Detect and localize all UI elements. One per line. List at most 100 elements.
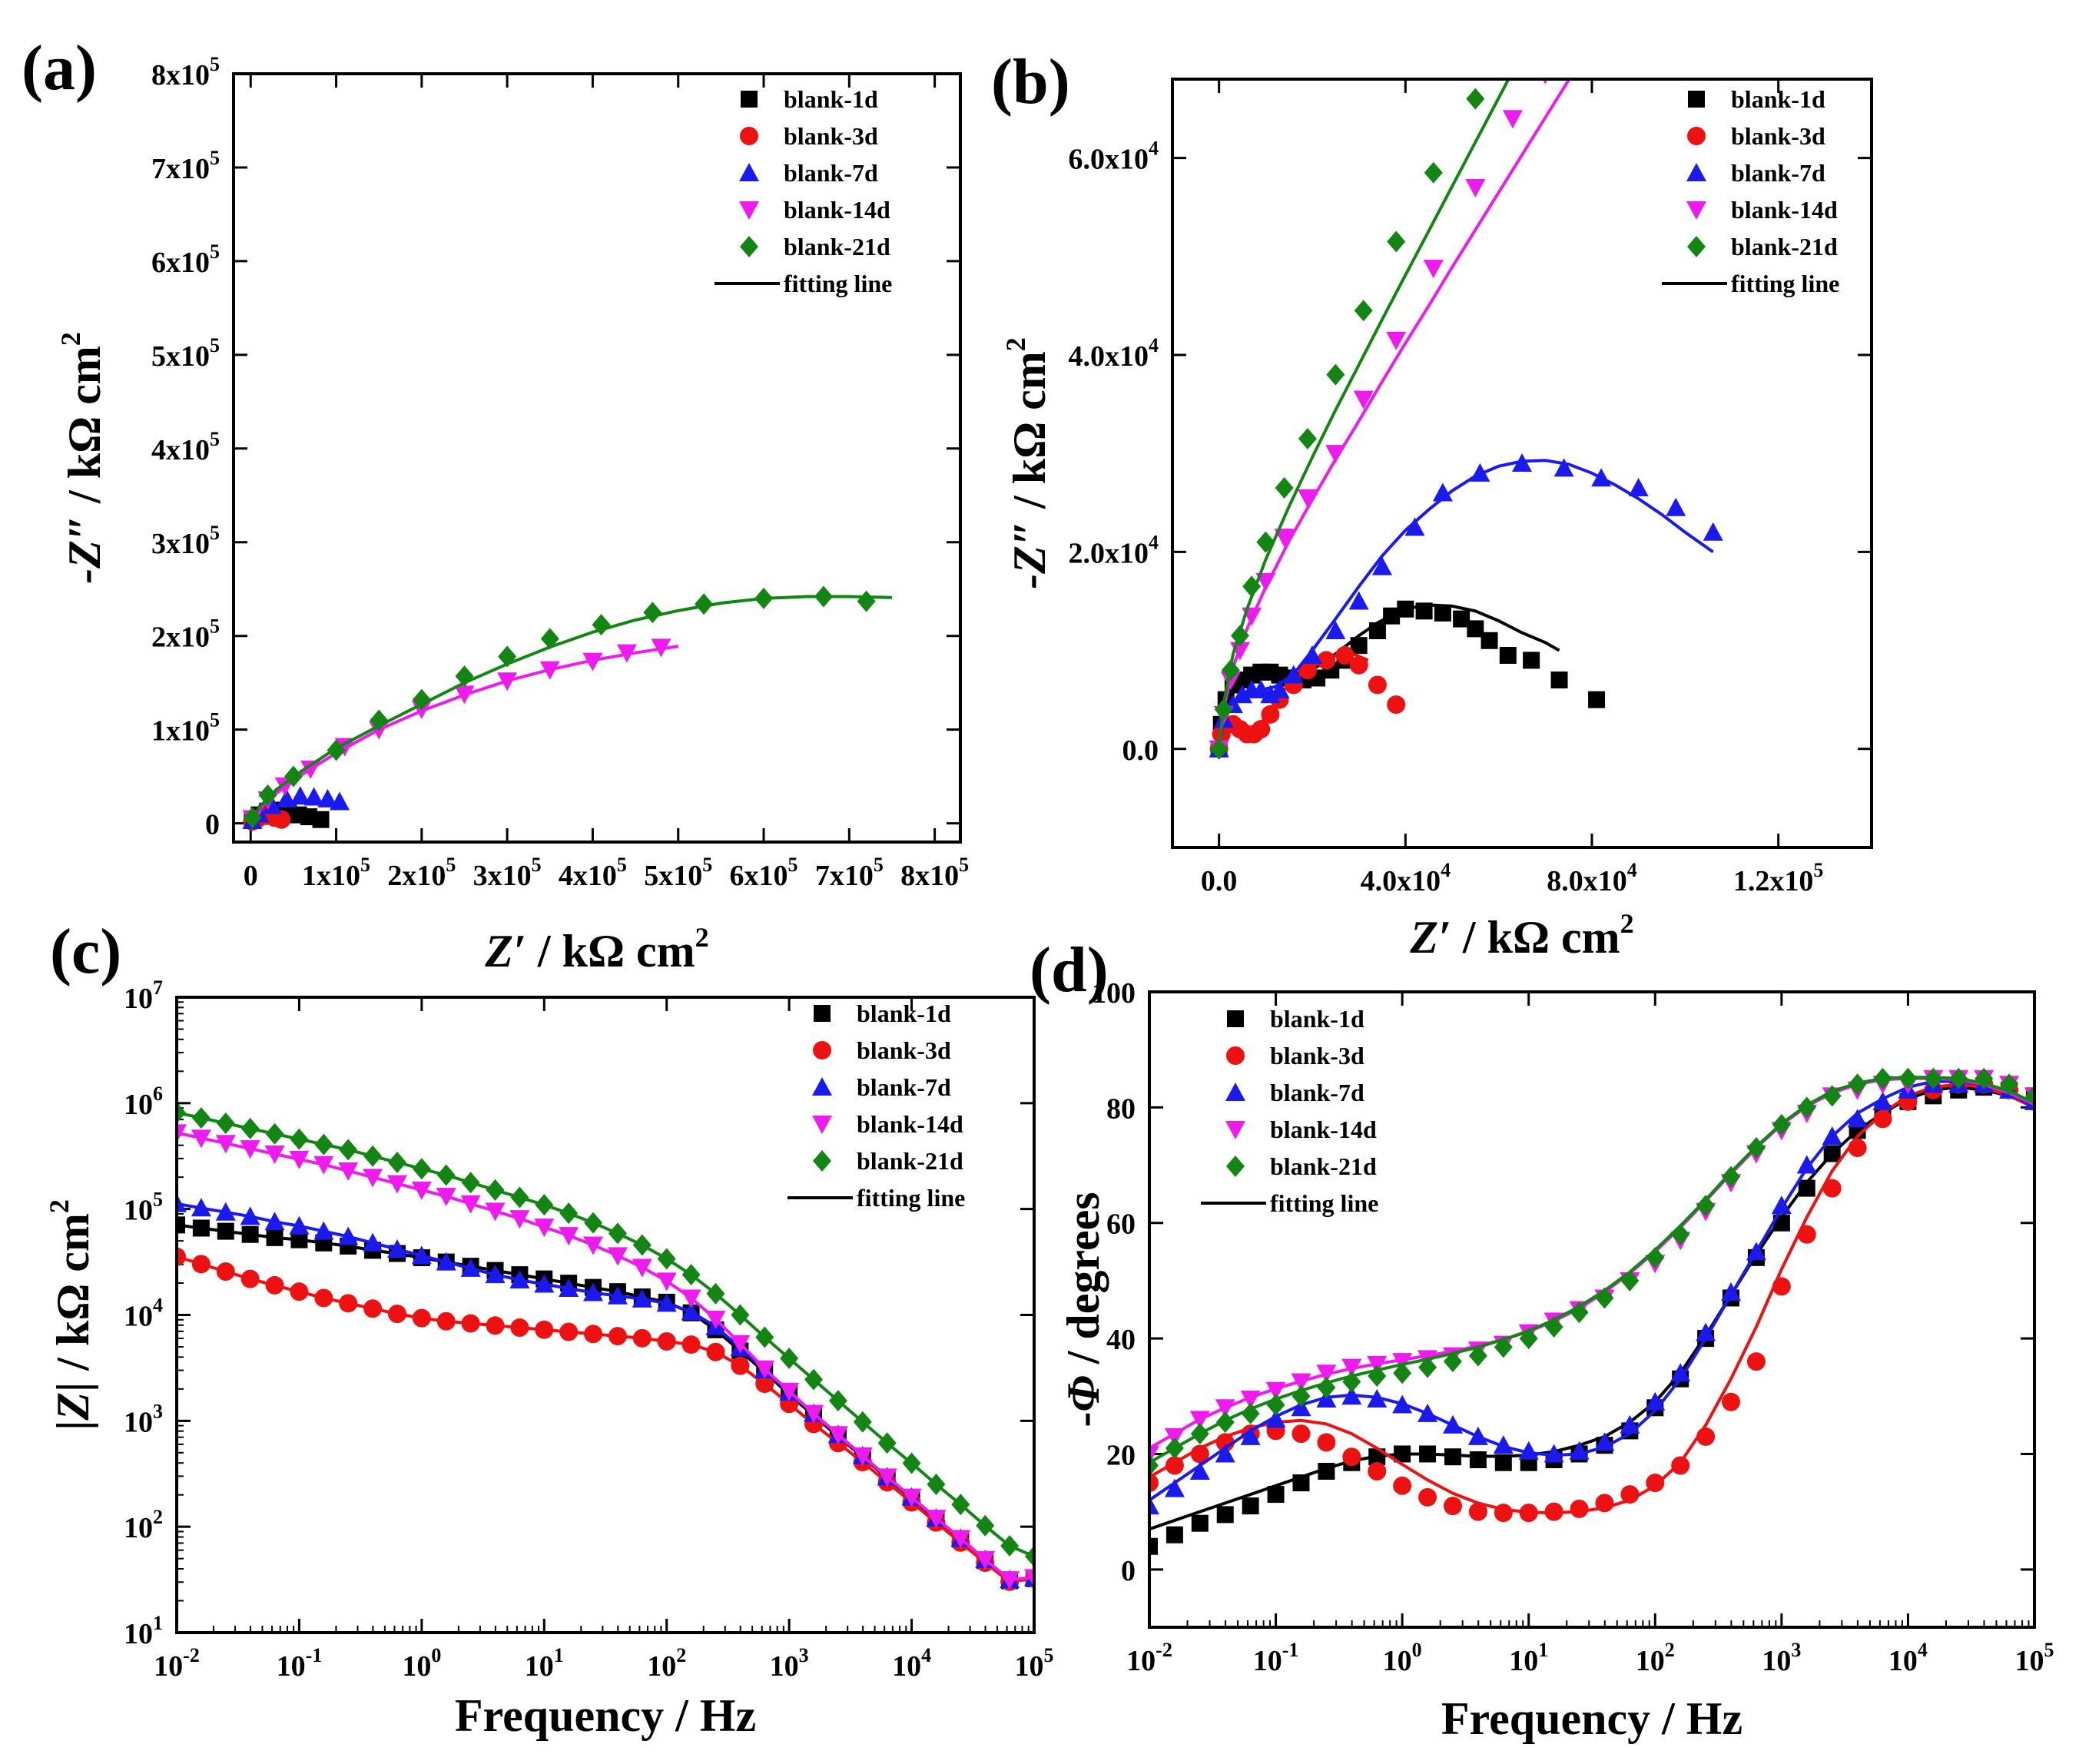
point-blank-14d	[300, 760, 321, 779]
x-tick-label: 104	[892, 1644, 931, 1683]
point-blank-14d	[1367, 1355, 1388, 1374]
point-blank-21d	[1149, 1454, 1159, 1477]
point-blank-21d	[804, 1368, 824, 1391]
legend-label: blank-21d	[784, 233, 890, 260]
y-axis-label: -Z″ / kΩ cm2	[1000, 337, 1055, 589]
point-blank-21d	[780, 1348, 799, 1370]
point-blank-3d	[1746, 1352, 1766, 1371]
x-tick-label: 103	[1762, 1639, 1801, 1677]
point-blank-14d	[313, 1156, 334, 1175]
point-blank-1d	[1453, 610, 1471, 628]
point-blank-7d	[1591, 468, 1612, 487]
point-blank-14d	[632, 1258, 652, 1278]
point-blank-3d	[1261, 705, 1280, 724]
point-blank-14d	[804, 1404, 824, 1424]
x-tick-label: 10-2	[154, 1644, 200, 1683]
panel-a: (a) 0 1x105 2x105 3x105 4x105 5x105 6x105 7x105 8…	[22, 32, 969, 976]
point-blank-21d	[1418, 1356, 1437, 1378]
point-blank-7d	[1392, 1394, 1413, 1414]
point-blank-14d	[509, 1210, 530, 1229]
legend-marker-blank-21d	[1226, 1156, 1245, 1177]
point-blank-3d	[1696, 1427, 1716, 1446]
point-blank-3d	[1418, 1487, 1437, 1507]
plot-frame	[1171, 78, 1873, 849]
point-blank-1d	[177, 1216, 185, 1234]
point-blank-21d	[657, 1248, 676, 1270]
point-blank-14d	[1240, 1391, 1261, 1410]
point-blank-3d	[387, 1305, 406, 1324]
point-blank-7d	[1341, 1386, 1362, 1405]
legend-marker-blank-14d	[1686, 201, 1706, 220]
point-blank-21d	[976, 1514, 995, 1537]
point-blank-3d	[1149, 1474, 1159, 1493]
y-tick-label: 0	[1121, 1555, 1136, 1587]
point-blank-21d	[412, 688, 431, 711]
point-blank-21d	[1292, 1385, 1311, 1408]
y-tick-label: 0	[205, 809, 220, 841]
point-blank-3d	[1468, 1502, 1487, 1521]
point-blank-21d	[339, 1139, 358, 1161]
y-tick-label: 4.0x104	[1069, 334, 1159, 373]
point-blank-21d	[1671, 1223, 1690, 1245]
x-tick-label: 1.2x105	[1733, 859, 1824, 897]
x-axis-label: Frequency / Hz	[455, 1690, 756, 1741]
point-blank-7d	[290, 786, 310, 805]
point-blank-3d	[1848, 1138, 1867, 1157]
point-blank-3d	[681, 1335, 701, 1354]
point-blank-21d	[1342, 1371, 1361, 1393]
legend-label: blank-3d	[1731, 122, 1825, 150]
plot-area	[1149, 1067, 2034, 1555]
point-blank-21d	[1000, 1534, 1020, 1557]
point-blank-1d	[1397, 600, 1414, 618]
point-blank-7d	[1470, 463, 1490, 482]
legend-label: fitting line	[1731, 270, 1839, 297]
point-blank-21d	[363, 1145, 383, 1167]
point-blank-3d	[1570, 1499, 1589, 1518]
point-blank-21d	[584, 1212, 603, 1234]
y-tick-label: 3x105	[151, 522, 220, 560]
y-tick-label: 1x105	[151, 709, 220, 748]
y-tick-label: 40	[1106, 1324, 1136, 1356]
point-blank-21d	[1848, 1073, 1867, 1096]
point-blank-7d	[289, 1215, 310, 1235]
point-blank-3d	[1387, 695, 1406, 715]
point-blank-1d	[1368, 622, 1386, 639]
point-blank-7d	[559, 1278, 579, 1298]
point-blank-7d	[1771, 1195, 1792, 1215]
point-blank-14d	[386, 1175, 407, 1194]
point-blank-3d	[1443, 1497, 1462, 1516]
y-tick-label: 4x105	[151, 428, 220, 466]
legend-marker-blank-3d	[813, 1041, 831, 1059]
panel-d: (d) 10-2 10-1 100 101 102 103 104 105 0 20 40 60 80 10…	[1030, 934, 2054, 1744]
point-blank-7d	[1666, 497, 1686, 516]
point-blank-21d	[436, 1164, 456, 1186]
point-blank-7d	[681, 1301, 701, 1321]
point-blank-3d	[632, 1328, 652, 1348]
legend-label: fitting line	[1270, 1189, 1378, 1217]
point-blank-3d	[1620, 1485, 1640, 1504]
point-blank-14d	[681, 1289, 701, 1308]
point-blank-7d	[1518, 1441, 1539, 1460]
point-blank-14d	[363, 1169, 383, 1188]
fit-line-blank-1d	[177, 1223, 1034, 1583]
legend-marker-blank-14d	[812, 1116, 832, 1134]
point-blank-7d	[583, 1282, 604, 1301]
y-tick-label: 104	[124, 1295, 163, 1333]
point-blank-21d	[290, 1128, 309, 1150]
point-blank-14d	[1341, 1358, 1362, 1378]
point-blank-21d	[1898, 1067, 1918, 1089]
point-blank-14d	[177, 1124, 187, 1143]
point-blank-7d	[607, 1285, 628, 1305]
point-blank-21d	[1242, 575, 1262, 598]
y-tick-label: 6.0x104	[1069, 138, 1159, 176]
legend-marker-blank-7d	[739, 163, 759, 181]
point-blank-14d	[1573, 22, 1593, 40]
point-blank-7d	[1569, 1441, 1590, 1460]
point-blank-14d	[926, 1510, 947, 1529]
point-blank-21d	[828, 1390, 847, 1412]
point-blank-7d	[1260, 685, 1281, 704]
point-blank-1d	[1191, 1514, 1209, 1532]
point-blank-3d	[1368, 675, 1387, 695]
point-blank-21d	[1797, 1096, 1816, 1119]
point-blank-3d	[265, 1275, 284, 1295]
